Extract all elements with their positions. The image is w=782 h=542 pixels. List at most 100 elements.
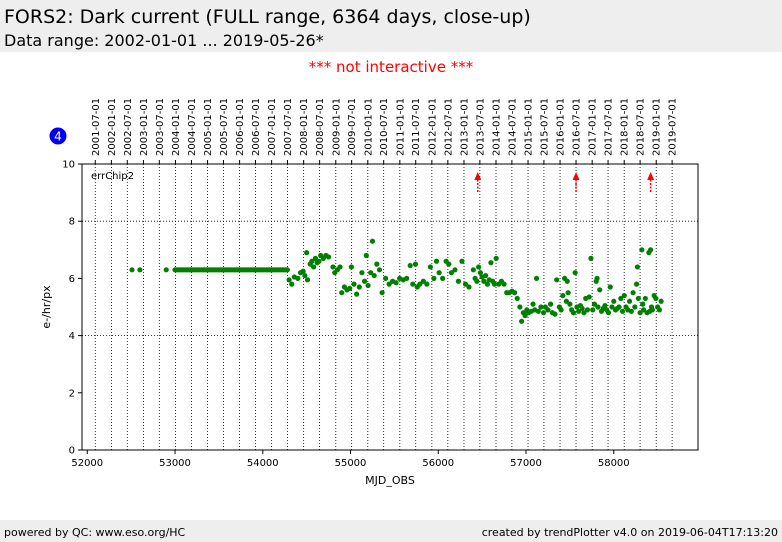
data-point xyxy=(452,267,458,273)
date-tick-label: 2005-07-01 xyxy=(219,98,230,156)
data-point xyxy=(311,264,317,270)
data-point xyxy=(560,292,566,299)
date-tick-label: 2014-01-01 xyxy=(492,98,503,156)
data-point xyxy=(611,298,617,304)
data-point xyxy=(325,254,332,260)
data-point xyxy=(337,264,343,270)
data-point xyxy=(481,278,487,284)
footer-bar: powered by QC: www.eso.org/HC created by… xyxy=(0,520,782,542)
date-tick-label: 2014-07-01 xyxy=(507,98,518,156)
date-tick-label: 2008-07-01 xyxy=(315,98,326,156)
data-point xyxy=(547,301,554,307)
data-point xyxy=(412,261,419,267)
data-point xyxy=(420,278,426,284)
data-point xyxy=(590,307,596,313)
data-point xyxy=(632,304,638,310)
x-axis-label: MJD_OBS xyxy=(365,474,415,487)
date-tick-label: 2002-01-01 xyxy=(107,98,118,156)
data-point xyxy=(359,270,365,276)
data-point xyxy=(595,304,601,310)
data-point xyxy=(554,277,560,283)
data-point xyxy=(347,285,353,292)
data-point xyxy=(576,308,582,314)
data-point xyxy=(363,252,369,259)
y-tick-label: 2 xyxy=(69,388,75,399)
date-tick-label: 2015-01-01 xyxy=(524,98,535,156)
data-point xyxy=(417,281,423,287)
data-point xyxy=(163,267,169,273)
data-point xyxy=(369,238,376,244)
date-tick-label: 2007-01-01 xyxy=(267,98,278,156)
data-point xyxy=(648,247,654,253)
data-point xyxy=(339,290,345,296)
badge-number: 4 xyxy=(54,130,62,144)
date-tick-label: 2016-01-01 xyxy=(556,98,567,156)
data-point xyxy=(597,287,603,293)
data-point xyxy=(607,284,613,290)
data-point xyxy=(564,278,570,284)
date-tick-label: 2015-07-01 xyxy=(539,98,550,156)
data-point xyxy=(512,290,518,296)
date-tick-label: 2004-01-01 xyxy=(171,98,182,156)
date-tick-label: 2016-07-01 xyxy=(572,98,583,156)
data-point xyxy=(630,290,636,296)
date-tick-label: 2005-01-01 xyxy=(203,98,214,156)
footer-powered-by: powered by QC: www.eso.org/HC xyxy=(4,526,186,539)
date-tick-label: 2009-01-01 xyxy=(331,98,342,156)
footer-created-by: created by trendPlotter v4.0 on 2019-06-… xyxy=(481,526,778,539)
x-tick-label: 52000 xyxy=(71,458,103,469)
data-point xyxy=(407,262,413,269)
data-point xyxy=(455,278,462,284)
data-point xyxy=(484,281,491,287)
data-point xyxy=(602,302,608,309)
data-point xyxy=(588,255,594,261)
data-point xyxy=(591,301,598,307)
date-tick-label: 2004-07-01 xyxy=(187,98,198,156)
data-point xyxy=(383,275,389,281)
date-tick-label: 2013-07-01 xyxy=(475,98,486,156)
data-point xyxy=(579,305,585,312)
data-point xyxy=(354,291,360,297)
date-tick-label: 2019-01-01 xyxy=(652,98,663,156)
data-point xyxy=(545,307,551,313)
badge-circle xyxy=(49,127,67,145)
data-point xyxy=(356,284,362,290)
data-point xyxy=(658,298,664,304)
data-point xyxy=(609,304,615,310)
data-point xyxy=(448,270,455,276)
data-point xyxy=(637,310,643,316)
data-point xyxy=(361,278,368,284)
header-bar: FORS2: Dark current (FULL range, 6364 da… xyxy=(0,0,782,52)
date-tick-label: 2012-07-01 xyxy=(443,98,454,156)
event-marker-arrow xyxy=(647,172,655,180)
data-point xyxy=(565,290,571,296)
date-tick-label: 2017-07-01 xyxy=(604,98,615,156)
data-point xyxy=(628,308,634,314)
date-tick-label: 2009-07-01 xyxy=(347,98,358,156)
data-point xyxy=(436,270,442,276)
data-point xyxy=(640,307,647,313)
data-point xyxy=(304,277,311,283)
data-point xyxy=(533,275,540,281)
data-point xyxy=(348,264,354,270)
data-point xyxy=(284,267,290,273)
data-point xyxy=(431,275,437,281)
y-tick-label: 0 xyxy=(69,446,75,457)
date-tick-label: 2018-07-01 xyxy=(636,98,647,156)
data-point xyxy=(653,295,659,302)
data-point xyxy=(567,301,573,307)
data-point xyxy=(563,298,569,304)
y-tick-label: 10 xyxy=(62,160,75,171)
data-point xyxy=(286,277,292,283)
data-point xyxy=(581,310,587,316)
data-point xyxy=(558,307,564,313)
plot-annotation: errChip2 xyxy=(91,171,134,182)
data-point xyxy=(488,260,494,266)
date-tick-label: 2013-01-01 xyxy=(459,98,470,156)
date-tick-label: 2003-01-01 xyxy=(139,98,150,156)
data-point xyxy=(433,258,440,264)
data-point xyxy=(570,310,576,316)
data-point xyxy=(619,308,626,314)
data-point xyxy=(371,272,377,279)
